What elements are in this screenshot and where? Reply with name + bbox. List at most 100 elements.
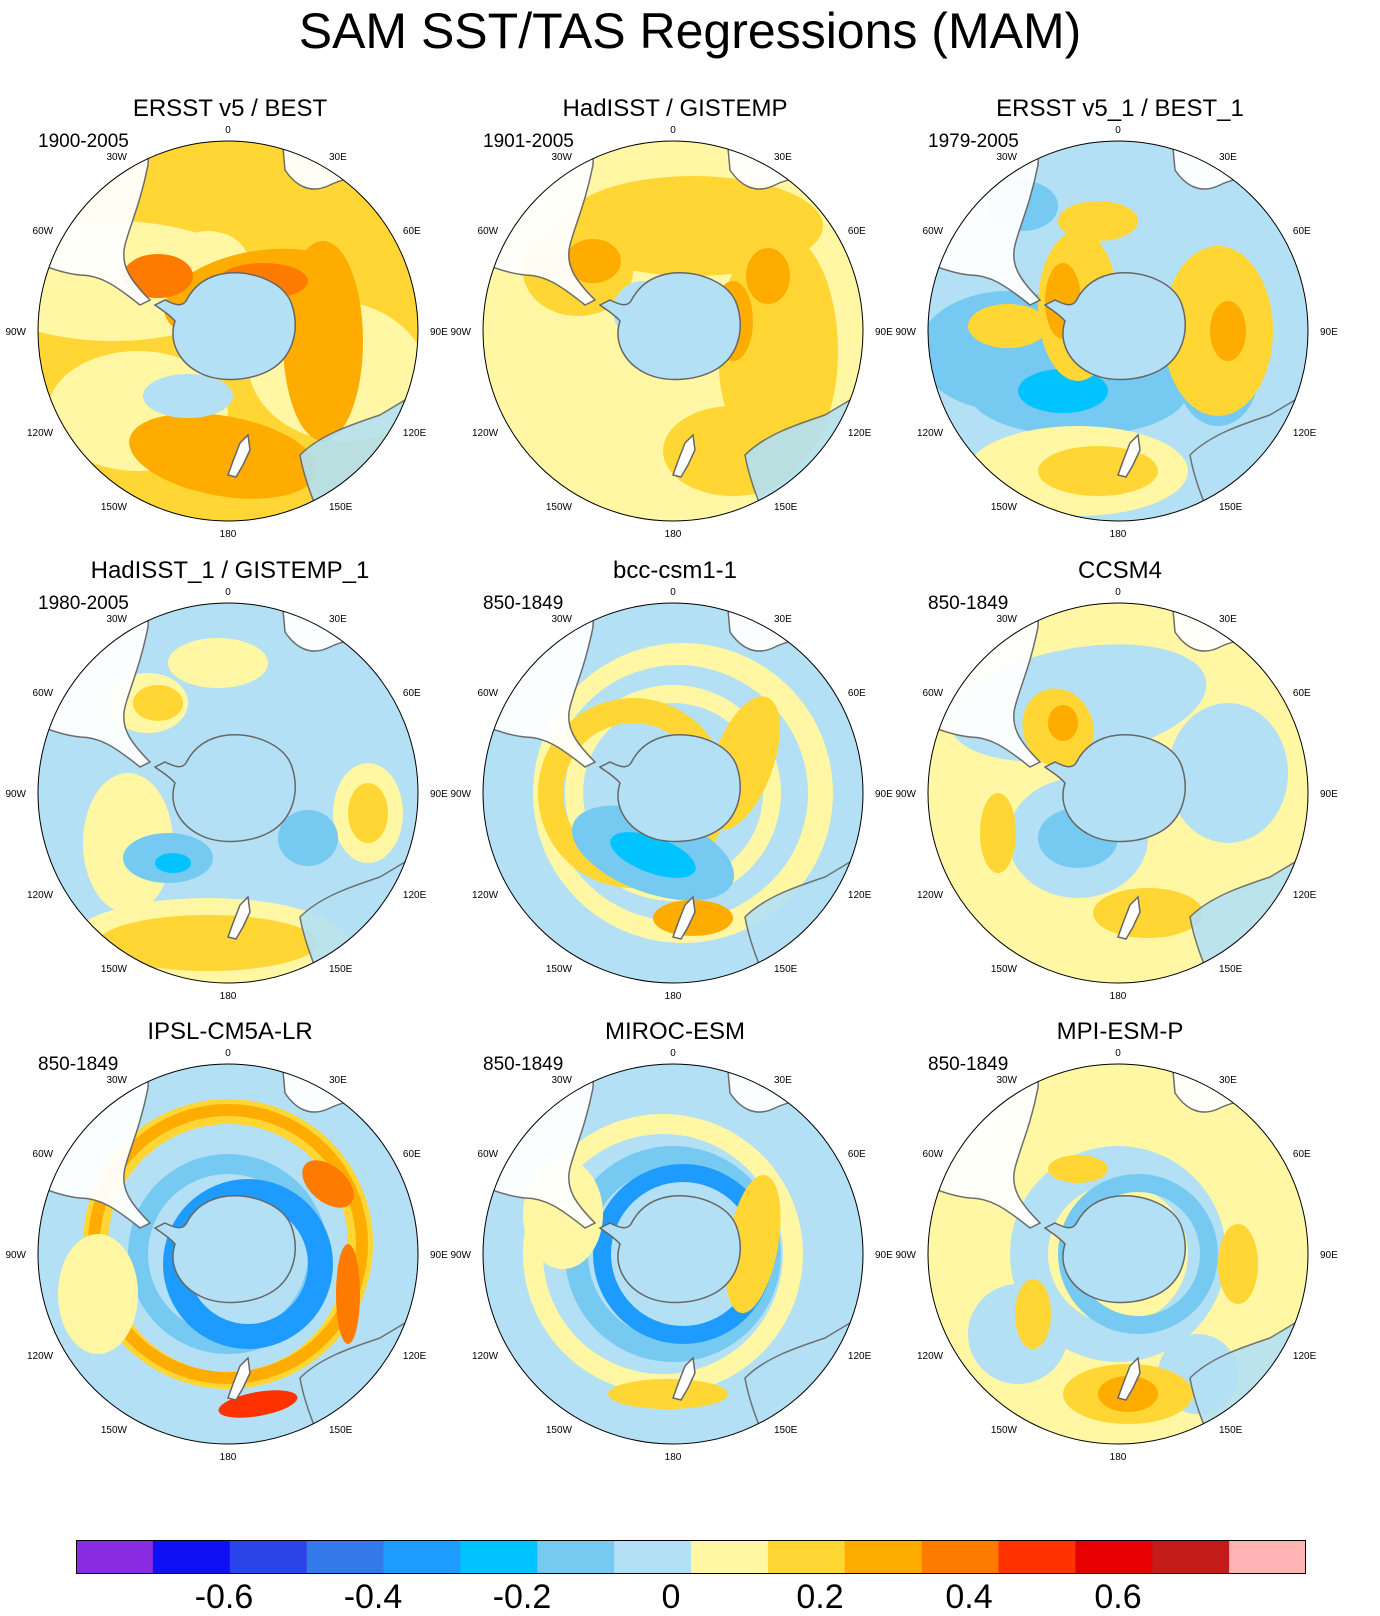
polar-map-hadisst-gistemp-1: 0 30E 60E 90E 120E 150E 180 150W 120W 90W 60W 30W [5, 587, 448, 1002]
map-field [483, 603, 863, 983]
anomaly-region [1093, 888, 1203, 938]
new-zealand-landmass [227, 1356, 251, 1401]
longitude-label: 180 [220, 529, 237, 540]
panel-title: bcc-csm1-1 [612, 557, 738, 584]
longitude-label: 60W [923, 688, 944, 699]
longitude-label: 60E [403, 688, 421, 699]
anomaly-region [968, 304, 1048, 348]
longitude-label: 150E [329, 1425, 353, 1436]
longitude-label: 150W [101, 1425, 128, 1436]
longitude-label: 120W [917, 428, 944, 439]
longitude-label: 30E [329, 152, 347, 163]
africa-landmass [279, 603, 418, 652]
anomaly-region [1038, 446, 1158, 496]
new-zealand-landmass [672, 1356, 696, 1401]
colorbar-swatch [383, 1540, 461, 1574]
africa-landmass [1169, 603, 1308, 652]
panel-title: MIROC-ESM [605, 1018, 745, 1045]
map-boundary [482, 602, 864, 984]
longitude-label: 90E [875, 327, 893, 338]
colorbar-swatch [691, 1540, 769, 1574]
longitude-label: 120E [848, 890, 872, 901]
longitude-label: 120W [472, 890, 499, 901]
new-zealand-landmass [1117, 1356, 1141, 1401]
longitude-label: 30E [774, 1075, 792, 1086]
polar-map-ipsl-cm5a-lr: 0 30E 60E 90E 120E 150E 180 150W 120W 90W 60W 30W [5, 1048, 448, 1463]
longitude-label: 0 [225, 1048, 231, 1059]
anomaly-region [1015, 1279, 1051, 1349]
longitude-label: 60E [1293, 226, 1311, 237]
longitude-label: 30W [996, 1075, 1017, 1086]
longitude-label: 90W [5, 327, 26, 338]
africa-landmass [1169, 141, 1308, 190]
longitude-label: 150E [329, 502, 353, 513]
panel-period: 850-1849 [483, 1054, 564, 1075]
new-zealand-landmass [672, 433, 696, 478]
longitude-label: 150E [1219, 1425, 1243, 1436]
antarctica-coastline [598, 734, 741, 843]
longitude-label: 120E [1293, 428, 1317, 439]
longitude-label: 150W [991, 1425, 1018, 1436]
longitude-label: 60E [1293, 1149, 1311, 1160]
anomaly-region [129, 413, 317, 499]
longitude-label: 60W [923, 226, 944, 237]
longitude-label: 150W [991, 964, 1018, 975]
longitude-label: 180 [665, 991, 682, 1002]
longitude-label: 30E [329, 614, 347, 625]
longitude-label: 60W [33, 688, 54, 699]
longitude-label: 90E [1320, 327, 1338, 338]
anomaly-region [302, 1160, 354, 1208]
colorbar-swatch [460, 1540, 538, 1574]
colorbar-tick-label: -0.2 [492, 1578, 552, 1616]
antarctica-coastline [153, 734, 296, 843]
longitude-label: 90W [895, 789, 916, 800]
longitude-label: 120E [848, 428, 872, 439]
anomaly-region [746, 248, 790, 304]
anomaly-region [1058, 201, 1138, 241]
panel-title: IPSL-CM5A-LR [147, 1018, 313, 1045]
longitude-label: 30E [1219, 1075, 1237, 1086]
longitude-label: 150E [774, 964, 798, 975]
colorbar-tick-label: 0.4 [945, 1578, 993, 1616]
antarctica-coastline [1043, 734, 1186, 843]
longitude-label: 90W [450, 1250, 471, 1261]
map-field [483, 1064, 863, 1444]
colorbar-swatch [306, 1540, 384, 1574]
longitude-label: 30W [551, 614, 572, 625]
colorbar [76, 1540, 1306, 1574]
longitude-label: 120E [403, 428, 427, 439]
anomaly-region [155, 853, 191, 873]
longitude-label: 150E [329, 964, 353, 975]
new-zealand-landmass [227, 433, 251, 478]
longitude-label: 0 [670, 1048, 676, 1059]
panel-title: ERSST v5_1 / BEST_1 [996, 95, 1244, 122]
map-panel: MIROC-ESM 850-1849 0 30E 60E 90E 120E 150E 180… [445, 1018, 905, 1488]
polar-map-mpi-esm-p: 0 30E 60E 90E 120E 150E 180 150W 120W 90W 60W 30W [895, 1048, 1338, 1463]
longitude-label: 30W [106, 152, 127, 163]
longitude-label: 150W [546, 964, 573, 975]
longitude-label: 120W [917, 1351, 944, 1362]
longitude-label: 60E [848, 226, 866, 237]
anomaly-region [1018, 369, 1108, 413]
longitude-label: 90W [5, 789, 26, 800]
map-panel: HadISST / GISTEMP 1901-2005 0 30E 60E 90E 12… [445, 95, 905, 565]
map-boundary [927, 602, 1309, 984]
antarctica-coastline [1043, 1195, 1186, 1304]
africa-landmass [279, 141, 418, 190]
longitude-label: 60E [848, 1149, 866, 1160]
longitude-label: 180 [1110, 991, 1127, 1002]
colorbar-swatch [229, 1540, 308, 1574]
map-boundary [482, 1063, 864, 1445]
map-field [928, 141, 1308, 521]
panel-period: 1901-2005 [483, 131, 574, 152]
africa-landmass [724, 141, 863, 190]
polar-map-bcc-csm1-1: 0 30E 60E 90E 120E 150E 180 150W 120W 90W 60W 30W [450, 587, 893, 1002]
colorbar-swatch [614, 1540, 692, 1574]
longitude-label: 90E [430, 327, 448, 338]
longitude-label: 150W [101, 964, 128, 975]
map-panel: ERSST v5_1 / BEST_1 1979-2005 0 30E 60E 90E… [890, 95, 1350, 565]
map-panel: CCSM4 850-1849 0 30E 60E 90E 120E 150E 180 150W… [890, 557, 1350, 1027]
anomaly-region [608, 1379, 728, 1409]
longitude-label: 180 [220, 1452, 237, 1463]
colorbar-swatch [76, 1540, 154, 1574]
